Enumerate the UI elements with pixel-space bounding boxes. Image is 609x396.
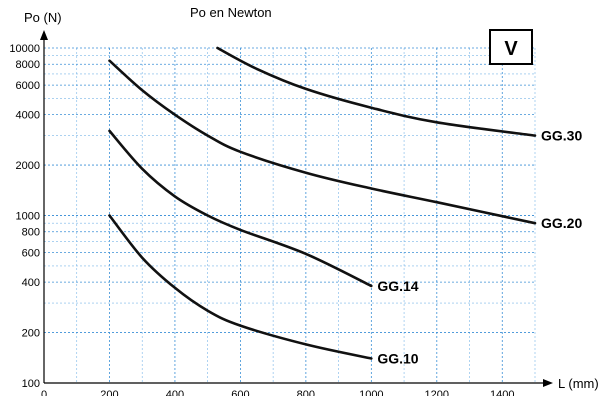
y-tick-label-1000: 1000	[16, 211, 40, 223]
y-tick-label-4000: 4000	[16, 110, 40, 122]
y-tick-label-8000: 8000	[16, 59, 40, 71]
x-tick-label-0: 0	[41, 389, 47, 396]
badge-box	[489, 29, 533, 65]
y-tick-label-100: 100	[22, 378, 40, 390]
badge-text: V	[504, 38, 518, 60]
series-labels: GG.30 GG.20 GG.14 GG.10	[377, 128, 582, 367]
y-tick-label-2000: 2000	[16, 160, 40, 172]
chart-title: Po en Newton	[190, 5, 272, 20]
x-tick-label-400: 400	[166, 389, 184, 396]
grid	[44, 47, 536, 383]
badge: V	[489, 29, 533, 65]
y-axis-title: Po (N)	[24, 10, 62, 25]
x-axis-title: L (mm)	[558, 376, 599, 391]
axes	[40, 30, 553, 387]
series-line-gg30	[216, 46, 537, 137]
series-label-gg20: GG.20	[541, 215, 582, 231]
y-tick-label-200: 200	[22, 328, 40, 340]
series-line-gg20	[108, 59, 537, 225]
y-tick-label-800: 800	[22, 227, 40, 239]
y-tick-label-600: 600	[22, 248, 40, 260]
curves	[108, 46, 537, 360]
y-axis-arrow	[40, 30, 48, 40]
y-tick-label-6000: 6000	[16, 80, 40, 92]
tick-labels: 0 200 400 600 800 1000 1200 1400 100 200 400 600 800…	[9, 43, 514, 396]
y-tick-label-10000: 10000	[9, 43, 40, 55]
y-tick-label-400: 400	[22, 277, 40, 289]
series-label-gg10: GG.10	[377, 351, 418, 367]
x-tick-label-1200: 1200	[425, 389, 449, 396]
series-label-gg14: GG.14	[377, 278, 418, 294]
series-label-gg30: GG.30	[541, 128, 582, 144]
series-line-gg14	[108, 129, 373, 288]
x-tick-label-600: 600	[231, 389, 249, 396]
x-tick-label-200: 200	[100, 389, 118, 396]
x-tick-label-800: 800	[297, 389, 315, 396]
x-tick-label-1000: 1000	[359, 389, 383, 396]
x-axis-arrow	[543, 379, 553, 387]
x-tick-label-1400: 1400	[490, 389, 514, 396]
series-line-gg10	[108, 214, 373, 360]
